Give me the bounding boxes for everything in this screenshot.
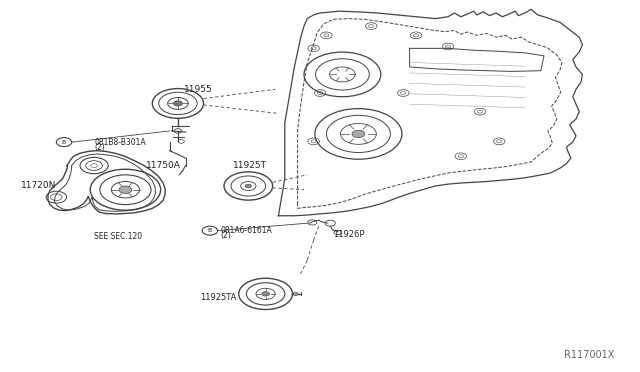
Text: B: B (62, 140, 66, 145)
Circle shape (245, 184, 252, 188)
Circle shape (119, 186, 132, 193)
Circle shape (262, 292, 269, 296)
Text: B: B (208, 228, 212, 233)
Text: R117001X: R117001X (564, 350, 614, 360)
Text: 11926P: 11926P (333, 230, 364, 239)
Text: 11955: 11955 (184, 85, 212, 94)
Text: 11750A: 11750A (146, 161, 180, 170)
Text: 11720N: 11720N (20, 182, 56, 190)
Text: 081B8-B301A: 081B8-B301A (95, 138, 147, 147)
Text: (2): (2) (220, 231, 231, 240)
Text: 081A6-6161A: 081A6-6161A (220, 226, 272, 235)
Circle shape (293, 292, 298, 295)
Circle shape (173, 101, 182, 106)
Text: SEE SEC.120: SEE SEC.120 (94, 232, 143, 241)
Text: 11925T: 11925T (232, 161, 267, 170)
Text: (2): (2) (95, 143, 106, 152)
Text: 11925TA: 11925TA (200, 293, 237, 302)
Circle shape (352, 130, 365, 138)
